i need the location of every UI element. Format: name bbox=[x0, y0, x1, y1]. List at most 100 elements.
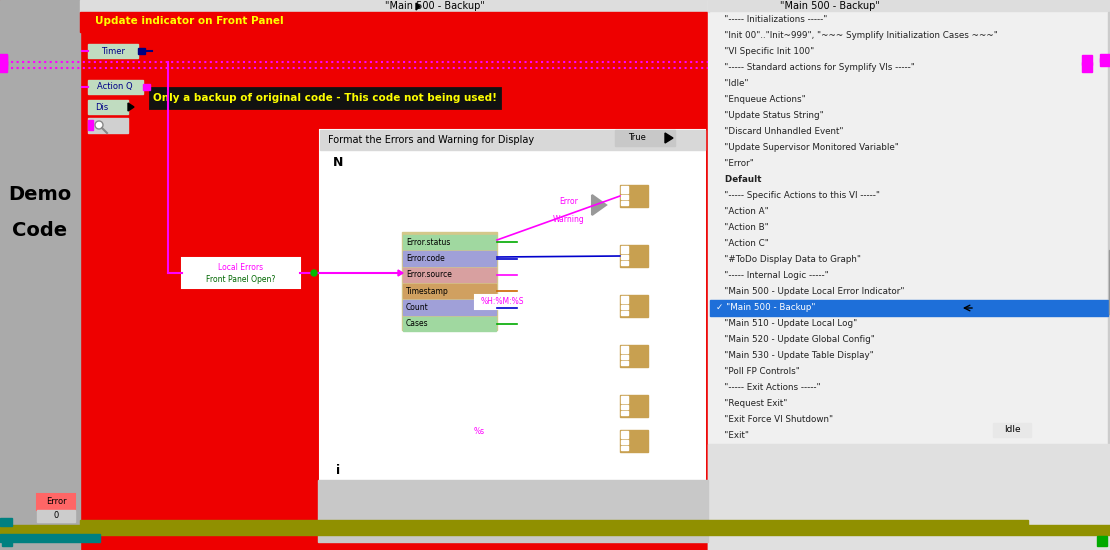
Text: Local Errors: Local Errors bbox=[219, 262, 263, 272]
Text: Error.status: Error.status bbox=[406, 238, 451, 246]
Text: Error.code: Error.code bbox=[406, 254, 445, 263]
Text: "Main 530 - Update Table Display": "Main 530 - Update Table Display" bbox=[716, 351, 874, 360]
Text: "#ToDo Display Data to Graph": "#ToDo Display Data to Graph" bbox=[716, 256, 861, 265]
Bar bbox=[620, 431, 628, 438]
Bar bbox=[150, 88, 500, 108]
Bar bbox=[620, 411, 628, 415]
Bar bbox=[620, 195, 628, 199]
Bar bbox=[567, 410, 577, 420]
Bar bbox=[0, 518, 12, 526]
Polygon shape bbox=[665, 133, 673, 143]
Bar bbox=[708, 444, 1110, 550]
Text: Error.source: Error.source bbox=[406, 271, 452, 279]
Bar bbox=[620, 246, 628, 253]
Text: Front Panel Open?: Front Panel Open? bbox=[206, 276, 275, 284]
Bar bbox=[0, 525, 1110, 535]
Bar bbox=[475, 295, 529, 309]
Bar bbox=[403, 235, 496, 249]
Text: Error: Error bbox=[559, 197, 578, 206]
Bar bbox=[0, 55, 7, 65]
Bar bbox=[620, 255, 628, 259]
Bar bbox=[1100, 54, 1110, 62]
Bar bbox=[620, 355, 628, 359]
Text: "VI Specific Init 100": "VI Specific Init 100" bbox=[716, 47, 815, 57]
Bar bbox=[80, 12, 708, 32]
Bar bbox=[549, 212, 588, 226]
Text: i: i bbox=[336, 465, 340, 477]
Text: "----- Specific Actions to this VI -----": "----- Specific Actions to this VI -----… bbox=[716, 191, 880, 201]
Bar bbox=[403, 251, 496, 266]
Text: %H:%M:%S: %H:%M:%S bbox=[481, 298, 524, 306]
Text: "Exit Force VI Shutdown": "Exit Force VI Shutdown" bbox=[716, 415, 834, 425]
Bar bbox=[37, 510, 75, 522]
Bar bbox=[330, 463, 346, 479]
Bar bbox=[620, 446, 628, 450]
Bar bbox=[708, 0, 1110, 550]
Text: Cases: Cases bbox=[406, 320, 428, 328]
Bar bbox=[620, 296, 628, 303]
Bar bbox=[92, 13, 330, 30]
Bar bbox=[620, 361, 628, 365]
Bar bbox=[0, 54, 7, 62]
Bar bbox=[80, 0, 708, 12]
Bar bbox=[620, 395, 648, 417]
Bar bbox=[620, 295, 648, 317]
Text: N: N bbox=[333, 157, 343, 169]
Bar bbox=[620, 305, 628, 309]
Text: "Request Exit": "Request Exit" bbox=[716, 399, 787, 409]
Bar bbox=[710, 300, 1108, 316]
Bar bbox=[0, 534, 100, 542]
Bar bbox=[403, 284, 496, 298]
Bar bbox=[993, 423, 1031, 437]
Text: "Action B": "Action B" bbox=[716, 223, 769, 233]
Bar bbox=[0, 61, 7, 69]
Text: Demo: Demo bbox=[9, 185, 72, 205]
Bar bbox=[182, 258, 300, 288]
Bar bbox=[88, 100, 128, 114]
Bar bbox=[468, 425, 490, 439]
Bar bbox=[620, 261, 628, 265]
Bar bbox=[620, 405, 628, 409]
Bar bbox=[403, 317, 496, 331]
Text: "Action C": "Action C" bbox=[716, 239, 769, 249]
Bar bbox=[403, 300, 496, 315]
Bar bbox=[80, 520, 1028, 528]
Text: "Main 520 - Update Global Config": "Main 520 - Update Global Config" bbox=[716, 336, 875, 344]
Text: "Poll FP Controls": "Poll FP Controls" bbox=[716, 367, 800, 377]
Bar bbox=[620, 346, 628, 353]
Text: "Discard Unhandled Event": "Discard Unhandled Event" bbox=[716, 128, 844, 136]
Bar bbox=[1100, 58, 1110, 66]
Bar bbox=[620, 345, 648, 367]
Bar bbox=[330, 155, 346, 171]
Bar bbox=[88, 120, 93, 130]
Text: ✓ "Main 500 - Backup": ✓ "Main 500 - Backup" bbox=[716, 304, 816, 312]
Bar bbox=[620, 245, 648, 267]
Text: Timer: Timer bbox=[101, 47, 125, 56]
Text: 0: 0 bbox=[53, 512, 59, 520]
Bar bbox=[615, 130, 675, 146]
Text: Code: Code bbox=[12, 221, 68, 239]
Bar bbox=[402, 232, 497, 330]
Text: %s: %s bbox=[474, 427, 485, 437]
Text: Idle: Idle bbox=[1003, 426, 1020, 434]
Bar bbox=[620, 186, 628, 193]
Bar bbox=[0, 62, 7, 72]
Text: "Error": "Error" bbox=[716, 160, 754, 168]
Text: Error: Error bbox=[46, 498, 67, 507]
Circle shape bbox=[311, 270, 317, 276]
Bar bbox=[620, 396, 628, 403]
Text: "Main 500 - Backup": "Main 500 - Backup" bbox=[385, 1, 485, 11]
Bar bbox=[88, 80, 143, 94]
Text: "----- Internal Logic -----": "----- Internal Logic -----" bbox=[716, 272, 829, 280]
Bar bbox=[320, 130, 705, 150]
Bar bbox=[1097, 536, 1107, 546]
Text: Count: Count bbox=[406, 303, 428, 312]
Text: "----- Initializations -----": "----- Initializations -----" bbox=[716, 15, 827, 25]
Bar bbox=[549, 195, 588, 209]
Bar bbox=[88, 44, 138, 58]
Bar bbox=[620, 311, 628, 315]
Text: "Exit": "Exit" bbox=[716, 432, 749, 441]
Text: "Main 500 - Update Local Error Indicator": "Main 500 - Update Local Error Indicator… bbox=[716, 288, 905, 296]
Text: Only a backup of original code - This code not being used!: Only a backup of original code - This co… bbox=[153, 93, 497, 103]
Bar bbox=[620, 430, 648, 452]
